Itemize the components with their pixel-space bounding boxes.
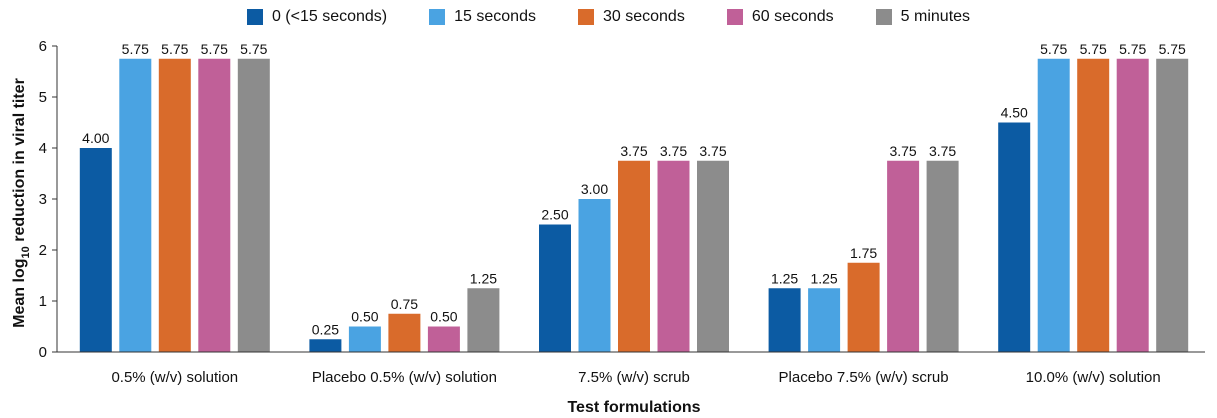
y-tick-label: 5 [39,89,47,106]
bar [697,160,729,352]
y-tick-label: 3 [39,191,47,208]
bar [768,288,801,352]
category-label: Placebo 7.5% (w/v) scrub [779,369,949,386]
legend-item: 60 seconds [726,8,834,26]
legend-item: 30 seconds [577,8,685,26]
legend-label: 15 seconds [454,8,536,25]
bar [309,339,342,352]
data-label: 5.75 [1159,41,1186,57]
data-label: 3.75 [889,143,916,159]
bar [539,224,571,352]
legend-label: 0 (<15 seconds) [271,8,388,25]
category-label: Placebo 0.5% (w/v) solution [312,369,497,386]
bar [578,199,611,352]
category-labels: 0.5% (w/v) solution Placebo 0.5% (w/v) so… [111,369,1160,386]
y-tick-label: 2 [39,242,47,259]
bar [467,288,500,352]
bar [1116,58,1149,352]
data-label: 1.25 [810,270,837,286]
data-label: 1.25 [771,270,798,286]
legend: 0 (<15 seconds) 15 seconds 30 seconds 60 se… [0,8,1217,26]
bar [926,160,959,352]
legend-item: 15 seconds [429,8,536,26]
legend-swatch [726,9,743,25]
bar [808,288,841,352]
legend-label: 5 minutes [900,8,971,25]
bar [1077,58,1110,352]
bar [427,326,460,352]
data-label: 0.25 [312,321,339,337]
bar [618,160,650,352]
legend-label: 60 seconds [751,8,834,25]
data-label: 5.75 [1040,41,1067,57]
bar [79,148,112,352]
y-tick-label: 0 [39,344,47,361]
legend-swatch [246,9,263,25]
bar [237,58,270,352]
data-label: 0.50 [351,309,378,325]
data-label: 4.00 [82,130,109,146]
legend-swatch [429,9,446,25]
category-label: 7.5% (w/v) scrub [578,369,690,386]
data-label: 0.50 [430,309,457,325]
data-label: 5.75 [201,41,228,57]
bar [998,122,1031,352]
data-label: 5.75 [122,41,149,57]
bar [657,160,690,352]
data-label: 3.75 [660,143,687,159]
bar [198,58,231,352]
legend-label: 30 seconds [602,8,685,25]
data-label: 3.75 [699,143,726,159]
bar [1037,58,1070,352]
data-label: 5.75 [1119,41,1146,57]
data-label: 1.75 [850,245,877,261]
bar [119,58,152,352]
y-tick-label: 6 [39,38,47,55]
legend-swatch [875,9,892,25]
legend-swatch [577,9,594,25]
y-axis-title: Mean log10 reduction in viral titer [11,78,32,328]
data-labels: 4.00 5.75 5.75 5.75 5.75 0.25 0.50 0.75 0.50 1.25… [82,41,1186,338]
data-label: 5.75 [1080,41,1107,57]
bar [887,160,920,352]
data-label: 2.50 [541,207,568,223]
legend-item: 0 (<15 seconds) [246,8,388,26]
bar [847,262,880,352]
y-axis-ticks: 0 1 2 3 4 5 6 [39,38,57,361]
data-label: 5.75 [240,41,267,57]
data-label: 3.75 [620,143,647,159]
bars [79,58,1189,352]
bar [348,326,381,352]
data-label: 4.50 [1001,105,1028,121]
y-tick-label: 1 [39,293,47,310]
bar [1156,58,1189,352]
category-label: 0.5% (w/v) solution [111,369,238,386]
bar [388,313,421,352]
y-tick-label: 4 [39,140,47,157]
x-axis-title: Test formulations [567,399,700,416]
data-label: 1.25 [470,270,497,286]
legend-item: 5 minutes [875,8,971,26]
data-label: 3.00 [581,181,608,197]
data-label: 0.75 [391,296,418,312]
data-label: 5.75 [161,41,188,57]
bar [158,58,191,352]
data-label: 3.75 [929,143,956,159]
category-label: 10.0% (w/v) solution [1026,369,1161,386]
